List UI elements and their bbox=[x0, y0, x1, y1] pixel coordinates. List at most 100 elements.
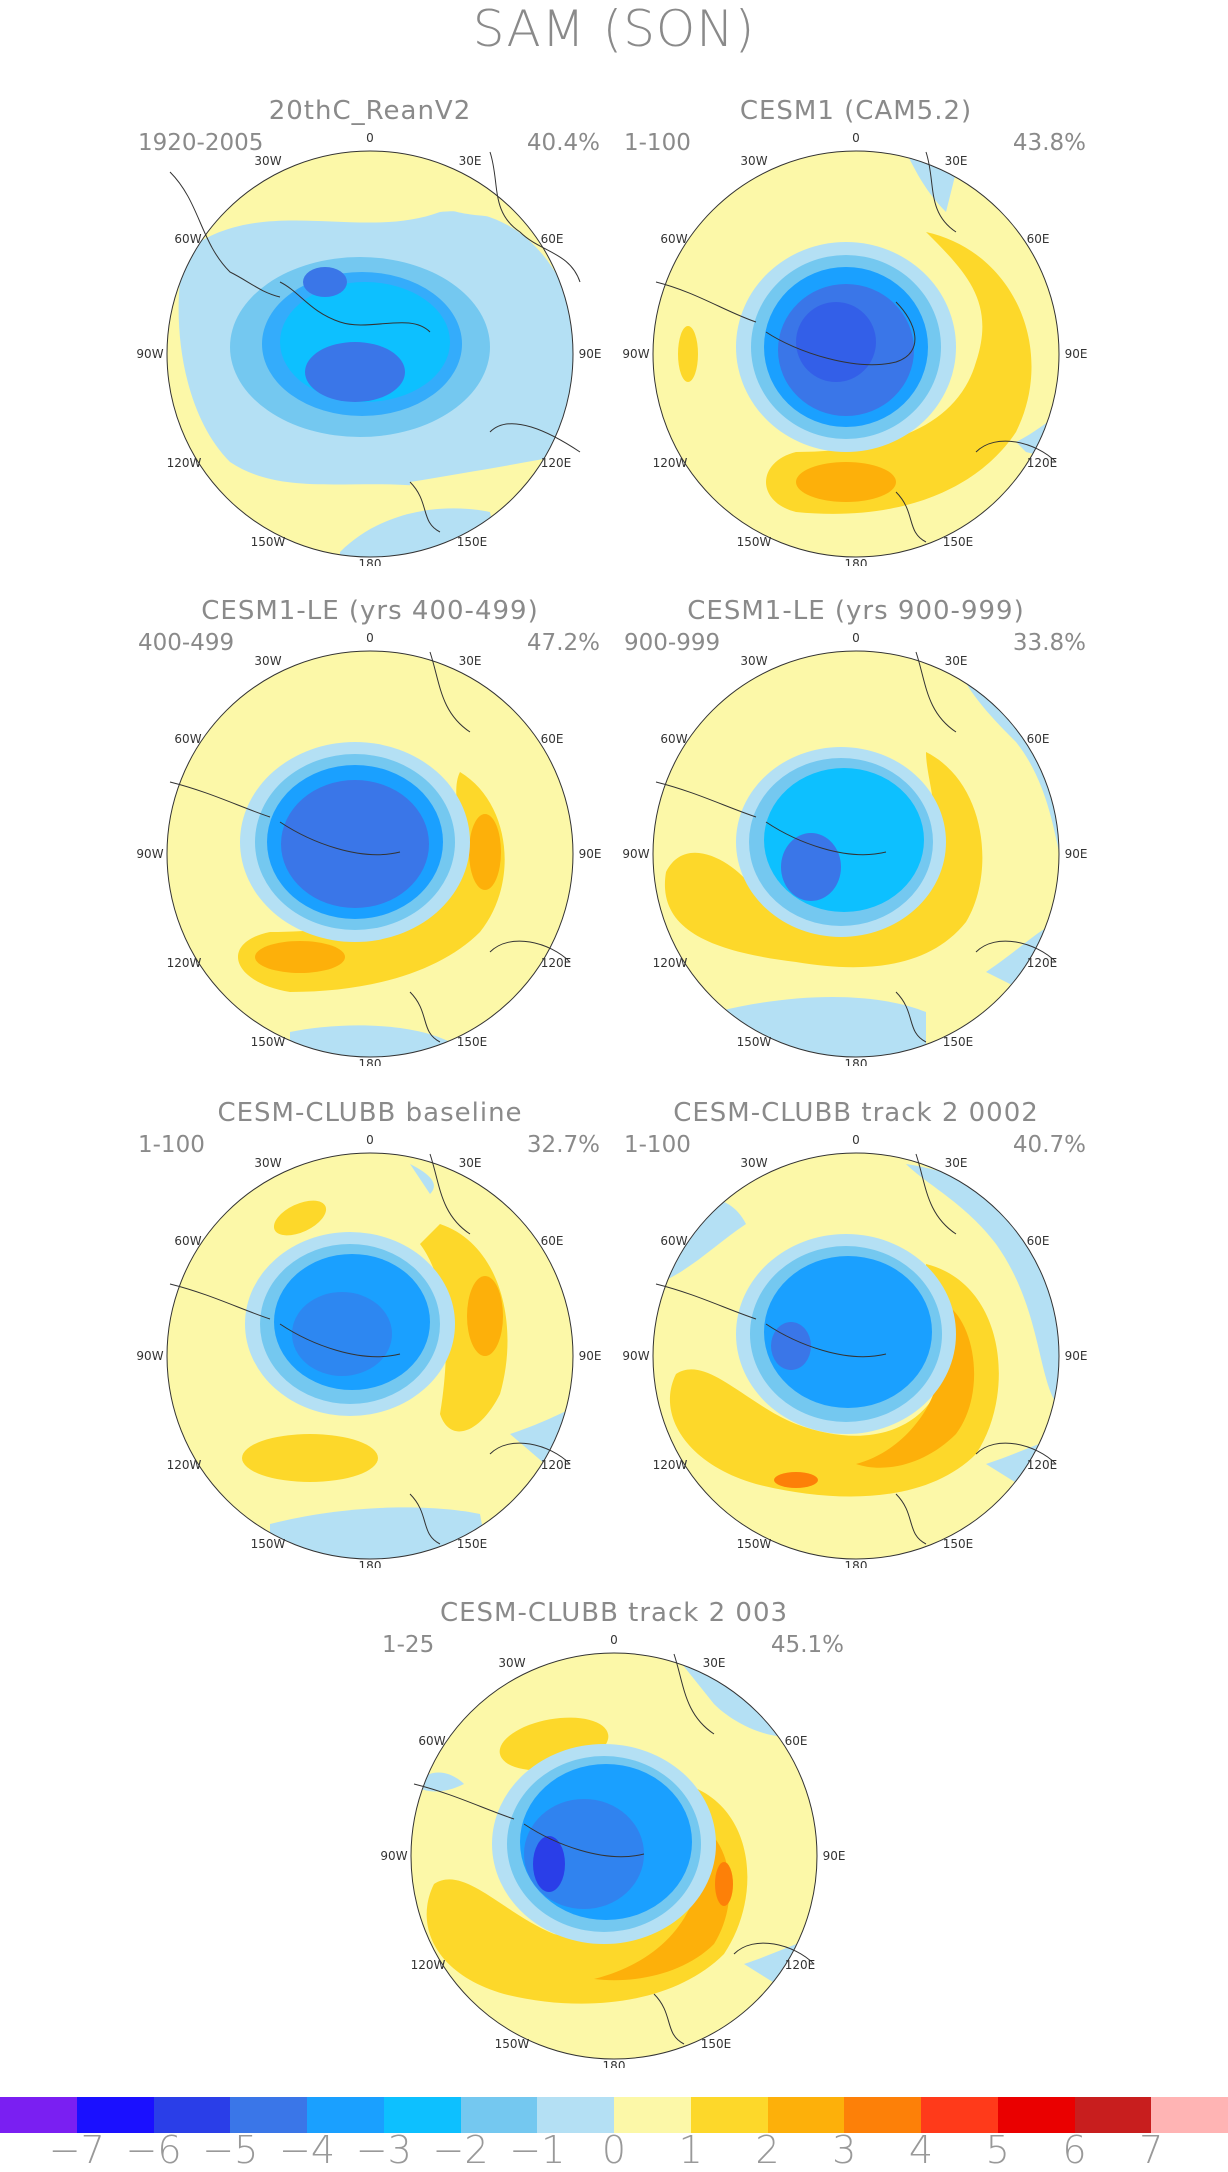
lon-150w: 150W bbox=[251, 535, 286, 549]
colorbar-tick-label: −7 bbox=[48, 2128, 105, 2172]
period-label: 900-999 bbox=[624, 630, 721, 656]
variance-percent: 40.7% bbox=[1012, 1132, 1086, 1158]
lon-90e: 90E bbox=[579, 1349, 602, 1363]
colorbar-swatch bbox=[844, 2097, 921, 2133]
lon-120e: 120E bbox=[785, 1958, 816, 1972]
lon-90w: 90W bbox=[622, 347, 649, 361]
lon-90w: 90W bbox=[622, 1349, 649, 1363]
variance-percent: 32.7% bbox=[526, 1132, 600, 1158]
polar-map: 0 30E 60E 90E 120E 150E 180 150W 120W 90… bbox=[622, 1134, 1087, 1568]
panel-title: CESM-CLUBB baseline bbox=[217, 1098, 523, 1128]
polar-map: 0 30E 60E 90E 120E 150E 180 150W 120W 90… bbox=[136, 132, 602, 566]
lon-120w: 120W bbox=[167, 1458, 202, 1472]
lon-120w: 120W bbox=[167, 456, 202, 470]
colorbar-swatch bbox=[0, 2097, 77, 2133]
lon-150e: 150E bbox=[457, 1537, 488, 1551]
lon-150e: 150E bbox=[943, 535, 974, 549]
lon-150w: 150W bbox=[737, 535, 772, 549]
colorbar-tick-label: −3 bbox=[355, 2128, 412, 2172]
colorbar-tick-label: −4 bbox=[278, 2128, 336, 2172]
lon-30e: 30E bbox=[703, 1656, 726, 1670]
lon-180: 180 bbox=[359, 1559, 382, 1568]
lon-30e: 30E bbox=[459, 1156, 482, 1170]
colorbar-swatch bbox=[690, 2097, 768, 2133]
variance-percent: 40.4% bbox=[526, 130, 600, 156]
panel-title: CESM1-LE (yrs 900-999) bbox=[687, 596, 1025, 626]
lon-150w: 150W bbox=[495, 2037, 530, 2051]
lon-30w: 30W bbox=[740, 154, 767, 168]
colorbar-tick-label: −6 bbox=[125, 2128, 182, 2172]
lon-60w: 60W bbox=[660, 1234, 687, 1248]
colorbar-tick-label: 3 bbox=[832, 2128, 857, 2172]
lon-150e: 150E bbox=[943, 1035, 974, 1049]
lon-60e: 60E bbox=[541, 232, 564, 246]
map-panel-1: 20thC_ReanV2 1920-2005 40.4% 0 30E 60E bbox=[110, 96, 630, 566]
map-panel-5: CESM-CLUBB baseline 1-100 32.7% 0 30 bbox=[110, 1098, 630, 1568]
lon-30e: 30E bbox=[459, 154, 482, 168]
map-panel-4: CESM1-LE (yrs 900-999) 900-999 33.8% 0 3… bbox=[596, 596, 1116, 1066]
colorbar-swatch bbox=[1151, 2097, 1228, 2133]
variance-percent: 43.8% bbox=[1012, 130, 1086, 156]
lon-60w: 60W bbox=[174, 232, 201, 246]
lon-60w: 60W bbox=[174, 1234, 201, 1248]
lon-30w: 30W bbox=[740, 654, 767, 668]
lon-60e: 60E bbox=[1027, 732, 1050, 746]
lon-120e: 120E bbox=[541, 456, 572, 470]
lon-60e: 60E bbox=[1027, 232, 1050, 246]
lon-60e: 60E bbox=[541, 732, 564, 746]
colorbar-swatch bbox=[307, 2097, 384, 2133]
polar-map: 0 30E 60E 90E 120E 150E 180 150W 120W 90… bbox=[380, 1634, 845, 2068]
variance-percent: 45.1% bbox=[770, 1632, 844, 1658]
variance-percent: 33.8% bbox=[1012, 630, 1086, 656]
lon-30w: 30W bbox=[740, 1156, 767, 1170]
period-label: 1920-2005 bbox=[138, 130, 264, 156]
lon-30e: 30E bbox=[459, 654, 482, 668]
lon-90e: 90E bbox=[579, 347, 602, 361]
lon-60w: 60W bbox=[660, 732, 687, 746]
panel-title: CESM1-LE (yrs 400-499) bbox=[201, 596, 539, 626]
lon-150e: 150E bbox=[457, 535, 488, 549]
colorbar-tick-label: 5 bbox=[985, 2128, 1010, 2172]
lon-120w: 120W bbox=[653, 456, 688, 470]
lon-120w: 120W bbox=[411, 1958, 446, 1972]
lon-180: 180 bbox=[845, 557, 868, 566]
panel-title: 20thC_ReanV2 bbox=[268, 96, 472, 126]
lon-180: 180 bbox=[359, 1057, 382, 1066]
colorbar-swatch bbox=[153, 2097, 231, 2133]
period-label: 1-100 bbox=[138, 1132, 205, 1158]
lon-150w: 150W bbox=[737, 1035, 772, 1049]
polar-map: 0 30E 60E 90E 120E 150E 180 150W 120W 90… bbox=[136, 1134, 602, 1568]
lon-150w: 150W bbox=[251, 1537, 286, 1551]
lon-120e: 120E bbox=[1027, 956, 1058, 970]
lon-90w: 90W bbox=[136, 847, 163, 861]
colorbar-tick-label: −1 bbox=[509, 2128, 566, 2172]
lon-30w: 30W bbox=[254, 154, 281, 168]
lon-60w: 60W bbox=[174, 732, 201, 746]
colorbar-tick-label: 1 bbox=[678, 2128, 703, 2172]
lon-30e: 30E bbox=[945, 154, 968, 168]
lon-90e: 90E bbox=[579, 847, 602, 861]
map-panel-6: CESM-CLUBB track 2 0002 1-100 40.7% 0 30… bbox=[596, 1098, 1116, 1568]
lon-60w: 60W bbox=[418, 1734, 445, 1748]
colorbar-swatch bbox=[460, 2097, 538, 2133]
lon-0: 0 bbox=[366, 632, 374, 645]
lon-90w: 90W bbox=[136, 1349, 163, 1363]
lon-120w: 120W bbox=[653, 1458, 688, 1472]
colorbar-tick-label: −2 bbox=[432, 2128, 489, 2172]
lon-0: 0 bbox=[366, 132, 374, 145]
lon-0: 0 bbox=[852, 632, 860, 645]
map-panel-3: CESM1-LE (yrs 400-499) 400-499 47.2% 0 3… bbox=[110, 596, 630, 1066]
lon-150w: 150W bbox=[737, 1537, 772, 1551]
period-label: 400-499 bbox=[138, 630, 235, 656]
figure-title: SAM (SON) bbox=[472, 0, 756, 58]
colorbar-swatch bbox=[76, 2097, 154, 2133]
colorbar-swatch bbox=[614, 2097, 691, 2133]
colorbar-swatch bbox=[537, 2097, 614, 2133]
variance-percent: 47.2% bbox=[526, 630, 600, 656]
colorbar-tick-label: 0 bbox=[601, 2128, 627, 2172]
lon-180: 180 bbox=[845, 1559, 868, 1568]
colorbar-labels: −7 −6 −5 −4 −3 −2 −1 0 1 2 3 4 5 6 7 bbox=[0, 2128, 1228, 2172]
colorbar-swatch bbox=[767, 2097, 845, 2133]
lon-60e: 60E bbox=[785, 1734, 808, 1748]
lon-0: 0 bbox=[852, 1134, 860, 1147]
